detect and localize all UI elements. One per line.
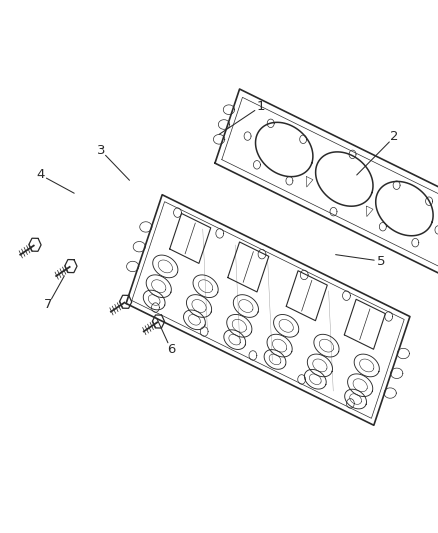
- Text: 5: 5: [377, 255, 385, 268]
- Text: 2: 2: [390, 131, 399, 143]
- Text: 7: 7: [44, 298, 53, 311]
- Text: 6: 6: [166, 343, 175, 356]
- Text: 1: 1: [256, 100, 265, 113]
- Text: 3: 3: [96, 144, 105, 157]
- Text: 4: 4: [36, 168, 45, 181]
